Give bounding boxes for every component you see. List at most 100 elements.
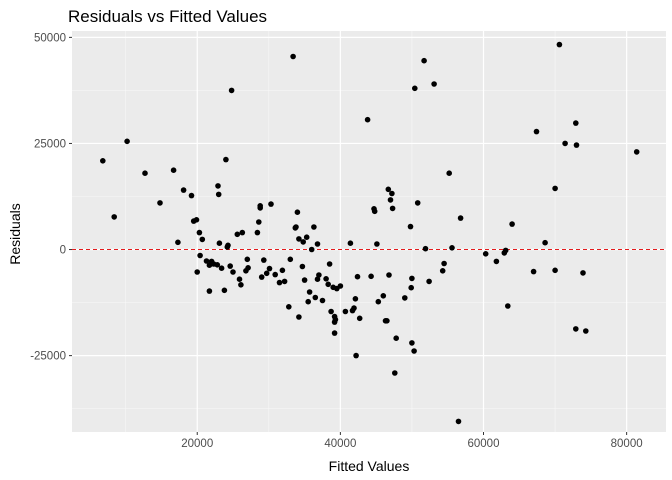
data-point [294,209,301,215]
data-point [352,296,359,302]
data-point [299,263,306,270]
data-point [337,283,344,289]
data-point [308,246,315,253]
data-point [196,229,203,236]
data-point [441,260,447,267]
data-point [325,281,332,288]
x-tick-label: 40000 [324,438,356,450]
data-point [239,229,246,236]
data-point [533,128,540,135]
data-point [502,247,509,254]
data-point [385,186,392,193]
data-point [215,183,221,189]
data-point [193,217,200,223]
x-tick-label: 60000 [468,438,500,450]
data-point [216,240,223,246]
data-point [197,252,203,259]
data-point [316,272,322,278]
data-point [347,240,354,246]
data-point [446,170,453,176]
data-point [255,219,262,225]
data-point [236,276,243,283]
data-point [449,245,455,251]
data-point [556,41,563,48]
chart-title: Residuals vs Fitted Values [68,7,267,26]
data-point [188,192,195,199]
data-point [457,215,464,221]
y-axis-ticks: 50000 25000 0 -25000 [30,32,72,363]
data-point [375,298,382,305]
data-point [206,288,213,294]
data-point [421,57,427,64]
data-point [293,224,299,230]
data-point [244,256,251,263]
data-point [227,263,233,269]
data-point [286,304,292,310]
plot-panel [72,31,666,432]
data-point [199,236,206,243]
y-tick-label: 25000 [34,138,66,150]
data-point [157,200,163,206]
data-point [331,330,338,336]
data-point [482,251,489,257]
data-point [245,265,251,271]
data-point [254,229,261,236]
data-point [542,239,548,246]
data-point [328,308,334,315]
data-point [530,268,537,275]
data-point [633,149,640,155]
data-point [223,156,229,163]
data-point [290,53,296,60]
data-point [573,142,580,148]
data-point [426,278,432,285]
data-point [402,295,408,301]
data-points [100,41,640,425]
data-point [296,314,302,320]
x-tick-label: 20000 [181,438,213,450]
data-point [238,282,244,288]
data-point [194,269,200,275]
data-point [364,116,371,123]
data-point [386,272,392,278]
data-point [230,269,236,275]
data-point [100,158,106,164]
data-point [332,316,339,323]
data-point [215,191,222,198]
data-point [228,87,235,94]
data-point [573,120,579,126]
data-point [323,276,329,282]
data-point [409,340,415,346]
data-point [281,278,288,285]
data-point [392,370,398,376]
data-point [175,239,181,246]
data-point [276,279,283,286]
data-point [287,256,294,263]
data-point [342,308,349,315]
data-point [142,170,148,176]
x-axis-ticks: 20000 40000 60000 80000 [181,432,643,450]
data-point [124,138,130,145]
data-point [266,265,273,272]
data-point [311,224,317,230]
data-point [393,335,400,342]
data-point [353,352,359,359]
data-point [573,326,579,332]
data-point [407,223,414,230]
data-point [218,265,225,272]
data-point [431,81,437,87]
data-point [312,294,319,301]
x-axis-title: Fitted Values [329,458,410,474]
data-point [493,258,500,265]
data-point [300,239,307,245]
y-tick-label: 0 [60,245,66,257]
data-point [111,214,117,220]
data-point [408,284,415,291]
data-point [296,236,302,242]
data-point [439,268,446,274]
data-point [261,257,267,263]
data-point [583,328,589,334]
y-axis-title: Residuals [7,203,23,264]
data-point [455,418,462,425]
